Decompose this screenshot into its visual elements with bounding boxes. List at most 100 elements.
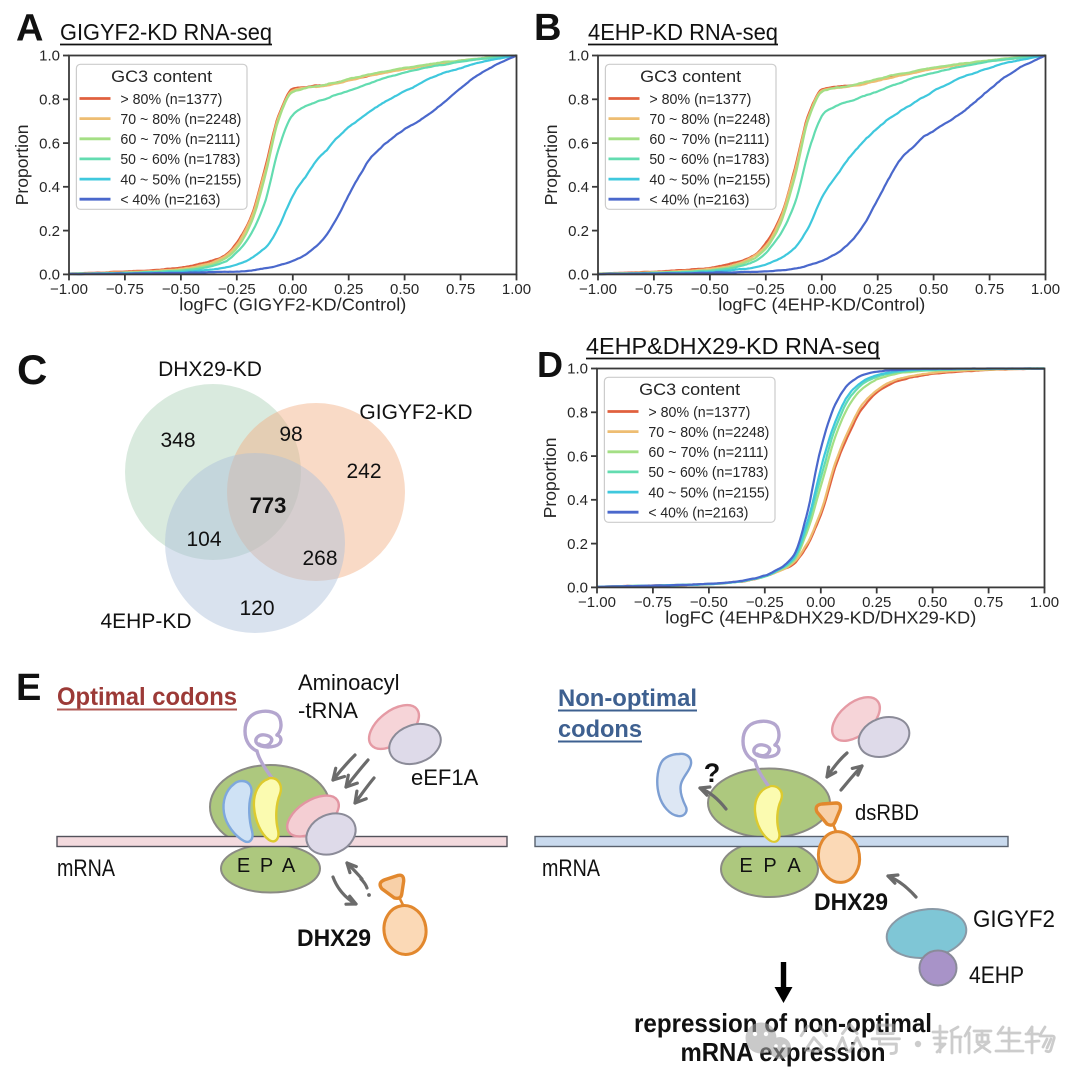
svg-text:GIGYF2: GIGYF2: [973, 906, 1055, 933]
svg-text:0.25: 0.25: [863, 281, 892, 298]
svg-text:40 ~ 50% (n=2155): 40 ~ 50% (n=2155): [649, 171, 770, 188]
svg-text:DHX29: DHX29: [297, 925, 371, 952]
svg-text:0.0: 0.0: [39, 267, 60, 284]
svg-text:60 ~ 70% (n=2111): 60 ~ 70% (n=2111): [649, 131, 769, 148]
svg-text:−0.50: −0.50: [691, 281, 729, 298]
svg-text:0.6: 0.6: [567, 448, 588, 465]
svg-text:C: C: [17, 346, 47, 393]
svg-text:?: ?: [704, 758, 721, 788]
svg-text:A: A: [282, 855, 296, 877]
svg-text:98: 98: [279, 423, 302, 446]
svg-text:0.8: 0.8: [567, 405, 588, 422]
svg-text:Optimal codons: Optimal codons: [57, 683, 237, 711]
svg-text:> 80% (n=1377): > 80% (n=1377): [648, 404, 750, 421]
svg-text:−1.00: −1.00: [578, 594, 616, 611]
svg-text:40 ~ 50% (n=2155): 40 ~ 50% (n=2155): [648, 484, 769, 501]
svg-text:logFC (4EHP-KD/Control): logFC (4EHP-KD/Control): [718, 294, 925, 314]
svg-text:GC3 content: GC3 content: [111, 67, 212, 86]
svg-text:< 40% (n=2163): < 40% (n=2163): [648, 505, 748, 522]
svg-text:B: B: [534, 7, 561, 49]
svg-text:eEF1A: eEF1A: [411, 765, 479, 790]
svg-text:70 ~ 80% (n=2248): 70 ~ 80% (n=2248): [648, 424, 769, 441]
svg-text:50 ~ 60% (n=1783): 50 ~ 60% (n=1783): [120, 151, 240, 168]
svg-text:-tRNA: -tRNA: [298, 698, 358, 723]
svg-text:GIGYF2-KD: GIGYF2-KD: [359, 401, 472, 424]
svg-text:60 ~ 70% (n=2111): 60 ~ 70% (n=2111): [120, 131, 240, 148]
svg-text:0.75: 0.75: [974, 594, 1003, 611]
svg-text:348: 348: [160, 429, 195, 452]
svg-text:mRNA: mRNA: [57, 855, 115, 882]
svg-text:4EHP-KD RNA-seq: 4EHP-KD RNA-seq: [588, 19, 778, 45]
svg-text:0.8: 0.8: [568, 92, 589, 109]
svg-text:1.0: 1.0: [567, 361, 588, 378]
svg-text:dsRBD: dsRBD: [855, 800, 919, 825]
svg-text:0.4: 0.4: [39, 179, 60, 196]
svg-text:Proportion: Proportion: [541, 125, 561, 206]
svg-text:> 80% (n=1377): > 80% (n=1377): [120, 91, 222, 108]
svg-text:0.6: 0.6: [39, 135, 60, 152]
svg-text:0.0: 0.0: [568, 267, 589, 284]
svg-text:−0.50: −0.50: [162, 281, 200, 298]
svg-text:A: A: [787, 855, 801, 877]
svg-text:0.25: 0.25: [334, 281, 363, 298]
svg-text:4EHP&DHX29-KD RNA-seq: 4EHP&DHX29-KD RNA-seq: [586, 333, 880, 359]
svg-text:0.2: 0.2: [568, 223, 589, 240]
svg-text:0.2: 0.2: [567, 536, 588, 553]
svg-text:1.00: 1.00: [1031, 281, 1060, 298]
svg-text:P: P: [260, 855, 273, 877]
svg-text:DHX29-KD: DHX29-KD: [158, 358, 262, 381]
svg-text:A: A: [16, 8, 43, 50]
svg-text:0.2: 0.2: [39, 223, 60, 240]
svg-text:1.0: 1.0: [39, 48, 60, 65]
svg-text:DHX29: DHX29: [814, 889, 888, 916]
svg-text:104: 104: [186, 528, 221, 551]
svg-text:D: D: [537, 344, 563, 385]
svg-text:logFC (GIGYF2-KD/Control): logFC (GIGYF2-KD/Control): [179, 294, 406, 314]
svg-text:−0.25: −0.25: [218, 281, 256, 298]
svg-text:−0.50: −0.50: [690, 594, 728, 611]
svg-text:0.00: 0.00: [807, 281, 836, 298]
svg-text:−0.75: −0.75: [106, 281, 144, 298]
svg-text:0.50: 0.50: [919, 281, 948, 298]
svg-text:0.50: 0.50: [390, 281, 419, 298]
svg-text:0.4: 0.4: [568, 179, 589, 196]
svg-text:−0.75: −0.75: [634, 594, 672, 611]
svg-text:120: 120: [239, 597, 274, 620]
svg-text:Proportion: Proportion: [540, 438, 560, 519]
svg-text:60 ~ 70% (n=2111): 60 ~ 70% (n=2111): [648, 444, 768, 461]
svg-text:E: E: [16, 667, 41, 709]
svg-text:0.00: 0.00: [278, 281, 307, 298]
svg-text:Aminoacyl: Aminoacyl: [298, 670, 399, 695]
svg-text:GC3 content: GC3 content: [639, 380, 740, 399]
svg-text:4EHP-KD: 4EHP-KD: [100, 610, 191, 633]
svg-text:70 ~ 80% (n=2248): 70 ~ 80% (n=2248): [649, 111, 770, 128]
svg-text:< 40% (n=2163): < 40% (n=2163): [649, 192, 749, 209]
svg-text:−0.25: −0.25: [746, 594, 784, 611]
svg-text:1.00: 1.00: [502, 281, 531, 298]
svg-text:E: E: [237, 855, 250, 877]
svg-text:−0.25: −0.25: [747, 281, 785, 298]
svg-text:1.00: 1.00: [1030, 594, 1059, 611]
svg-text:50 ~ 60% (n=1783): 50 ~ 60% (n=1783): [649, 151, 769, 168]
svg-text:−1.00: −1.00: [579, 281, 617, 298]
svg-text:4EHP: 4EHP: [969, 962, 1024, 989]
svg-text:E: E: [739, 855, 752, 877]
svg-text:0.75: 0.75: [975, 281, 1004, 298]
svg-text:logFC (4EHP&DHX29-KD/DHX29-KD): logFC (4EHP&DHX29-KD/DHX29-KD): [665, 607, 976, 627]
svg-text:GIGYF2-KD RNA-seq: GIGYF2-KD RNA-seq: [60, 19, 272, 45]
svg-text:70 ~ 80% (n=2248): 70 ~ 80% (n=2248): [120, 111, 241, 128]
svg-text:> 80% (n=1377): > 80% (n=1377): [649, 91, 751, 108]
svg-text:0.8: 0.8: [39, 92, 60, 109]
svg-text:Proportion: Proportion: [12, 125, 32, 206]
svg-text:40 ~ 50% (n=2155): 40 ~ 50% (n=2155): [120, 171, 241, 188]
svg-text:< 40% (n=2163): < 40% (n=2163): [120, 192, 220, 209]
svg-text:1.0: 1.0: [568, 48, 589, 65]
svg-text:codons: codons: [558, 716, 642, 743]
svg-text:0.0: 0.0: [567, 580, 588, 597]
svg-text:0.50: 0.50: [918, 594, 947, 611]
svg-text:mRNA: mRNA: [542, 855, 600, 882]
svg-text:−1.00: −1.00: [50, 281, 88, 298]
svg-text:268: 268: [302, 547, 337, 570]
svg-text:0.00: 0.00: [806, 594, 835, 611]
svg-text:0.75: 0.75: [446, 281, 475, 298]
